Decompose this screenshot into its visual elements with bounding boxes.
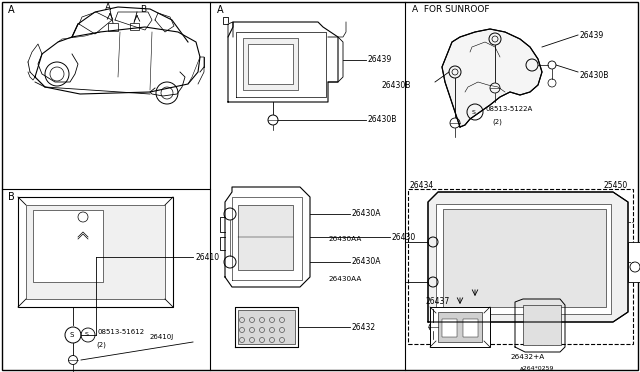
- Text: 26410: 26410: [195, 253, 219, 262]
- Bar: [238, 310, 295, 344]
- Polygon shape: [428, 192, 628, 322]
- Text: 26430AA: 26430AA: [328, 276, 362, 282]
- Bar: [130, 23, 139, 30]
- Bar: [463, 319, 478, 337]
- Text: ᴀ264*0259: ᴀ264*0259: [520, 366, 554, 372]
- Text: 26430B: 26430B: [368, 115, 397, 125]
- Text: 26439: 26439: [368, 55, 392, 64]
- Bar: [26, 205, 165, 299]
- Text: B: B: [140, 4, 146, 13]
- Text: 26439: 26439: [580, 31, 604, 39]
- Bar: [238, 205, 293, 270]
- Bar: [108, 23, 118, 31]
- Bar: [248, 44, 293, 84]
- Text: S: S: [472, 109, 476, 115]
- Text: A: A: [8, 5, 15, 15]
- Text: A: A: [217, 5, 223, 15]
- Text: 26430B: 26430B: [382, 80, 412, 90]
- Text: 26430B: 26430B: [580, 71, 609, 80]
- Bar: [442, 319, 457, 337]
- Text: 08513-5122A: 08513-5122A: [485, 106, 532, 112]
- Bar: [430, 307, 490, 347]
- Text: 26430A: 26430A: [352, 209, 381, 218]
- Text: (2): (2): [96, 342, 106, 348]
- Bar: [438, 312, 482, 342]
- Text: (2): (2): [492, 119, 502, 125]
- Text: S: S: [70, 332, 74, 338]
- Bar: [443, 209, 606, 307]
- Bar: [243, 38, 298, 90]
- Text: 26432+A: 26432+A: [510, 354, 544, 360]
- Text: A  FOR SUNROOF: A FOR SUNROOF: [412, 6, 490, 15]
- Text: 26432: 26432: [352, 323, 376, 331]
- Polygon shape: [442, 29, 542, 127]
- Bar: [523, 305, 561, 345]
- Bar: [33, 210, 103, 282]
- Text: A: A: [105, 3, 111, 12]
- Text: S: S: [85, 333, 89, 337]
- Text: 26437: 26437: [425, 298, 449, 307]
- Bar: [436, 204, 611, 314]
- Text: B: B: [8, 192, 15, 202]
- Bar: [18, 197, 173, 307]
- Bar: [628, 242, 640, 282]
- Text: 26430A: 26430A: [352, 257, 381, 266]
- Text: 26430AA: 26430AA: [328, 236, 362, 242]
- Bar: [408, 189, 633, 344]
- Text: 25450: 25450: [604, 182, 628, 190]
- Text: 26430: 26430: [392, 232, 416, 241]
- Text: 08513-51612: 08513-51612: [98, 329, 145, 335]
- Text: 26434: 26434: [410, 182, 435, 190]
- Text: 26410J: 26410J: [150, 334, 174, 340]
